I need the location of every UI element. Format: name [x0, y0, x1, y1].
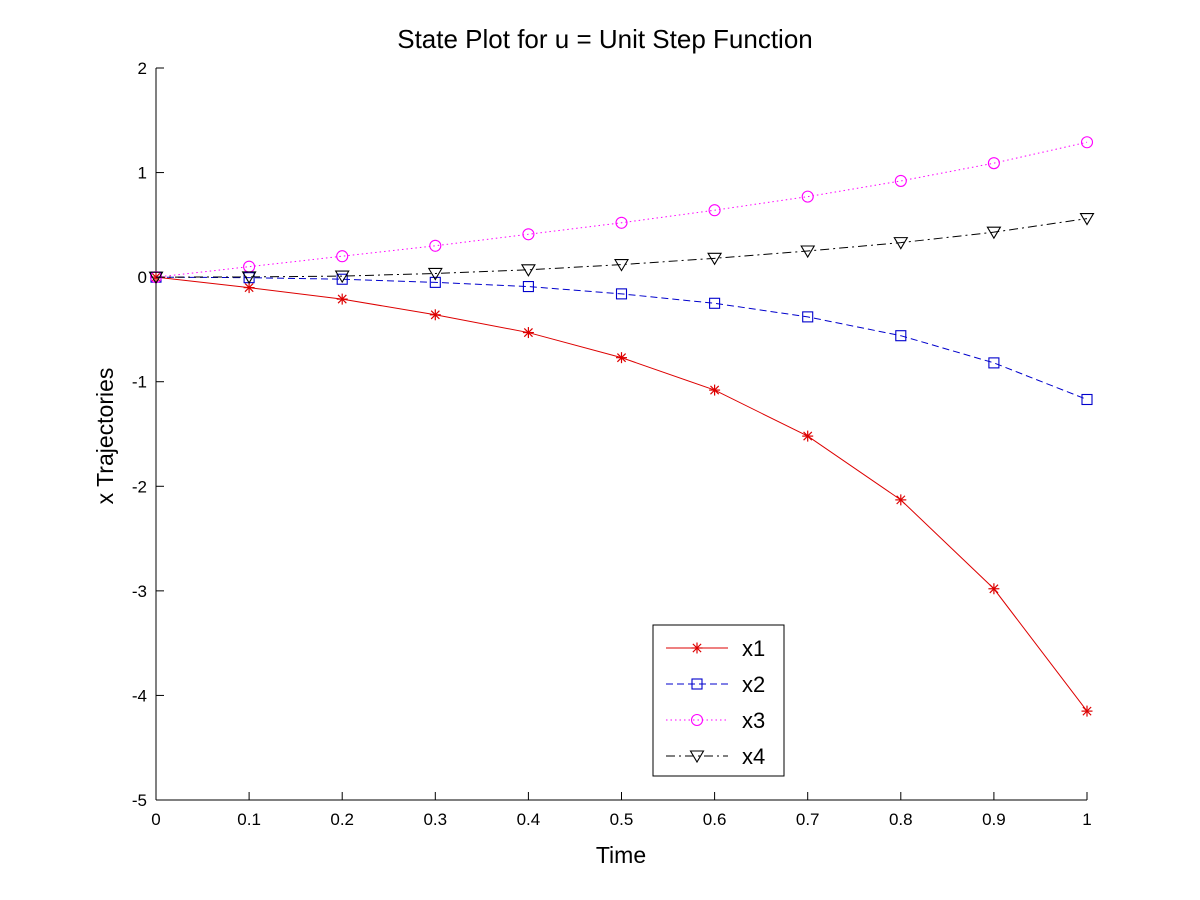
- chart-title: State Plot for u = Unit Step Function: [397, 24, 813, 54]
- y-axis-title: x Trajectories: [92, 368, 118, 505]
- x-tick-label: 0.4: [517, 810, 541, 829]
- y-tick-label: 2: [138, 59, 147, 78]
- data-point-x1: [802, 431, 813, 442]
- legend-label-x3: x3: [742, 708, 765, 733]
- x-tick-label: 0.2: [330, 810, 354, 829]
- y-tick-label: -1: [132, 373, 147, 392]
- legend-label-x4: x4: [742, 744, 765, 769]
- y-tick-label: -2: [132, 477, 147, 496]
- y-tick-label: 1: [138, 164, 147, 183]
- y-tick-label: -3: [132, 582, 147, 601]
- x-tick-label: 0.5: [610, 810, 634, 829]
- data-point-x1: [895, 494, 906, 505]
- data-point-x1: [1082, 706, 1093, 717]
- data-point-x1: [616, 352, 627, 363]
- legend-label-x1: x1: [742, 636, 765, 661]
- x-tick-label: 1: [1082, 810, 1091, 829]
- legend: x1 x2 x3 x4: [653, 625, 784, 776]
- y-tick-label: -4: [132, 686, 147, 705]
- data-point-x1: [430, 309, 441, 320]
- x-axis-title: Time: [596, 842, 646, 868]
- y-tick-label: 0: [138, 268, 147, 287]
- data-point-x1: [988, 583, 999, 594]
- x-tick-label: 0.9: [982, 810, 1006, 829]
- data-point-x1: [709, 385, 720, 396]
- legend-marker-x1: [692, 643, 703, 654]
- x-tick-label: 0.8: [889, 810, 913, 829]
- data-point-x1: [523, 327, 534, 338]
- x-tick-label: 0.3: [423, 810, 447, 829]
- legend-label-x2: x2: [742, 672, 765, 697]
- x-tick-label: 0.7: [796, 810, 820, 829]
- x-tick-label: 0: [151, 810, 160, 829]
- x-tick-label: 0.1: [237, 810, 261, 829]
- data-point-x1: [337, 294, 348, 305]
- y-tick-label: -5: [132, 791, 147, 810]
- x-tick-label: 0.6: [703, 810, 727, 829]
